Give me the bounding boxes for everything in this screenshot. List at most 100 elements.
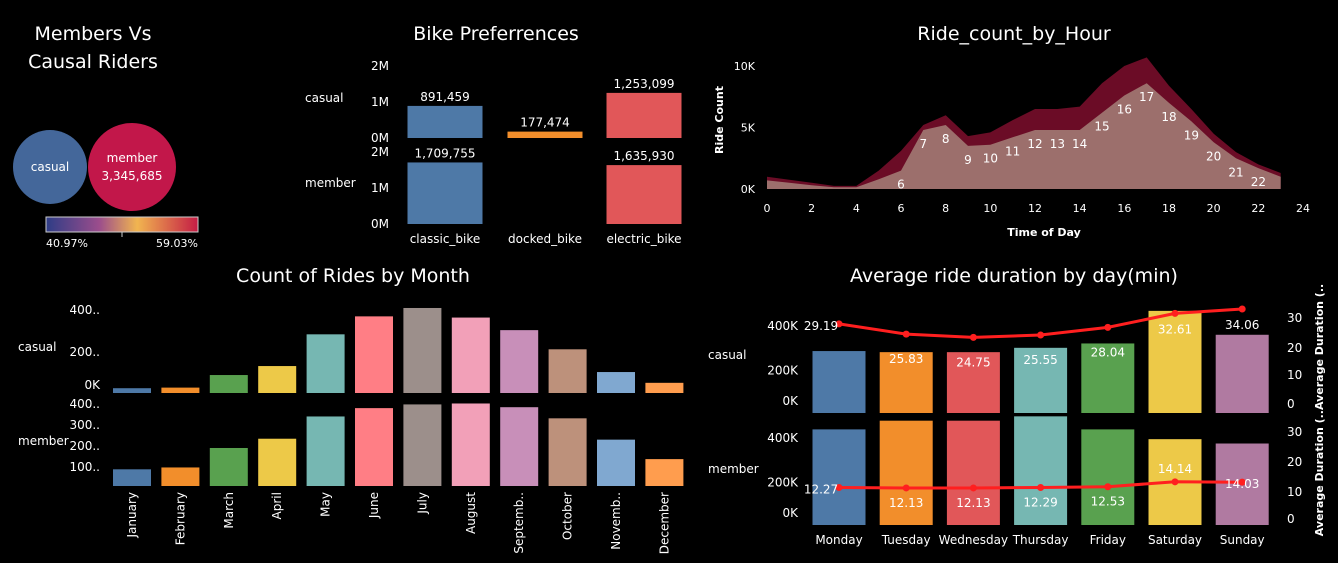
- hour-xtick: 0: [764, 202, 771, 215]
- day-duration-label: 14.03: [1225, 477, 1259, 491]
- month-bar-casual-Septemb..: [500, 330, 539, 393]
- hour-xtick: 8: [942, 202, 949, 215]
- hour-xlabel: Time of Day: [1007, 226, 1081, 239]
- month-bar-member-Septemb..: [500, 407, 539, 486]
- day-ytick-left: 400K: [767, 319, 799, 333]
- bike-ytick: 2M: [371, 59, 389, 73]
- day-ytick-right: 0: [1287, 512, 1295, 526]
- month-bar-member-April: [258, 438, 297, 486]
- day-ylabel-right: Average Duration (..Average Duration (..: [1313, 284, 1326, 536]
- hour-xtick: 14: [1073, 202, 1087, 215]
- month-bar-casual-May: [306, 334, 345, 393]
- legend-max-label: 59.03%: [156, 237, 198, 250]
- hour-point-label: 6: [897, 178, 905, 192]
- hour-point-label: 8: [942, 132, 950, 146]
- hour-xtick: 12: [1028, 202, 1042, 215]
- bike-preferences-chart: 2M 1M 0M casual 891,459 177,474 1,253,099 2M 1M 0…: [305, 59, 682, 246]
- month-xtick-Novemb..: Novemb..: [609, 492, 623, 550]
- hour-title: Ride_count_by_Hour: [917, 23, 1111, 45]
- legend-min-label: 40.97%: [46, 237, 88, 250]
- day-bar-casual-Thursday: [1014, 347, 1068, 413]
- day-duration-label: 12.29: [1023, 495, 1057, 509]
- day-duration-point: [1104, 323, 1112, 331]
- day-xtick-Tuesday: Tuesday: [881, 533, 931, 547]
- day-ytick-right: 0: [1287, 397, 1295, 411]
- bike-bar-label: 1,709,755: [414, 146, 475, 160]
- day-xtick-Monday: Monday: [815, 533, 862, 547]
- rides-by-month-panel: Count of Rides by Month 400..200..0K400.…: [18, 265, 684, 554]
- bike-row-label-member: member: [305, 176, 356, 190]
- month-ytick-casual: 400..: [69, 303, 100, 317]
- hour-point-label: 7: [920, 137, 928, 151]
- hour-point-label: 15: [1094, 120, 1109, 134]
- month-bar-casual-Novemb..: [597, 372, 635, 393]
- member-bubble-label: member: [107, 151, 158, 165]
- hour-xtick: 20: [1207, 202, 1221, 215]
- member-bubble[interactable]: [88, 123, 176, 211]
- hour-point-label: 16: [1117, 103, 1132, 117]
- day-bar-casual-Wednesday: [946, 352, 1000, 413]
- bike-xtick-electric_bike: electric_bike: [606, 232, 681, 246]
- month-bar-member-Novemb..: [597, 439, 635, 486]
- month-ytick-member: 100..: [69, 460, 100, 474]
- bike-preferences-panel: Bike Preferrences 2M 1M 0M casual 891,459 177…: [305, 23, 682, 246]
- bike-bar-member-electric_bike: [606, 165, 682, 224]
- day-duration-point: [1171, 478, 1179, 486]
- day-duration-point: [1171, 309, 1179, 317]
- hour-xtick: 4: [853, 202, 860, 215]
- day-xtick-Thursday: Thursday: [1012, 533, 1069, 547]
- day-duration-point: [902, 484, 910, 492]
- day-bar-member-Wednesday: [946, 420, 1000, 525]
- avg-duration-by-day-chart: 29.19 25.83 24.75 25.55 28.04 32.61 34.06 400K 2…: [708, 284, 1326, 547]
- day-duration-label: 12.27: [804, 483, 838, 497]
- month-xtick-June: June: [367, 492, 381, 519]
- month-xtick-December: December: [657, 492, 671, 554]
- month-ytick-casual: 0K: [84, 378, 101, 392]
- hour-xtick: 24: [1296, 202, 1310, 215]
- month-xtick-April: April: [270, 492, 284, 519]
- month-bar-member-January: [113, 469, 151, 486]
- bike-bar-member-classic_bike: [407, 162, 483, 224]
- hour-point-label: 18: [1161, 110, 1176, 124]
- month-bar-casual-July: [403, 307, 442, 393]
- hour-xtick: 2: [808, 202, 815, 215]
- month-bar-member-July: [403, 404, 442, 486]
- hour-xtick: 10: [983, 202, 997, 215]
- month-bar-member-October: [548, 418, 587, 486]
- month-bar-casual-January: [113, 388, 151, 393]
- rides-by-month-chart: 400.. 200.. 0K 400.. 300.. 200.. 100.. casual me…: [18, 303, 684, 554]
- color-legend-bar: [45, 216, 199, 233]
- month-bar-member-December: [645, 459, 684, 486]
- day-bar-casual-Tuesday: [879, 352, 933, 413]
- month-ytick-member: 200..: [69, 439, 100, 453]
- day-xtick-Sunday: Sunday: [1220, 533, 1265, 547]
- bike-bar-casual-electric_bike: [606, 92, 682, 138]
- bike-xtick-docked_bike: docked_bike: [508, 232, 582, 246]
- day-duration-point: [969, 333, 977, 341]
- hour-point-label: 19: [1184, 128, 1199, 142]
- hour-point-label: 20: [1206, 149, 1221, 163]
- day-bar-member-Tuesday: [879, 420, 933, 525]
- day-duration-point: [1238, 478, 1246, 486]
- month-bar-casual-October: [548, 349, 587, 393]
- day-xtick-Wednesday: Wednesday: [939, 533, 1008, 547]
- day-duration-label: 29.19: [804, 319, 838, 333]
- hour-point-label: 22: [1251, 175, 1266, 189]
- day-row-label-member: member: [708, 462, 759, 476]
- month-xtick-January: January: [125, 492, 139, 539]
- month-bar-casual-March: [209, 375, 248, 393]
- bike-bar-label: 1,253,099: [613, 77, 674, 91]
- month-row-label-member: member: [18, 434, 69, 448]
- casual-bubble[interactable]: [13, 130, 87, 204]
- hour-ytick: 5K: [741, 122, 756, 135]
- hour-point-label: 14: [1072, 137, 1087, 151]
- day-bar-casual-Sunday: [1215, 334, 1269, 413]
- bike-bar-casual-docked_bike: [507, 131, 583, 138]
- month-xtick-February: February: [173, 492, 187, 545]
- day-ytick-left: 0K: [782, 506, 799, 520]
- day-duration-label: 25.55: [1023, 353, 1057, 367]
- month-bar-casual-February: [161, 387, 200, 393]
- members-title-line1: Members Vs: [35, 23, 152, 45]
- day-bar-casual-Friday: [1081, 343, 1135, 413]
